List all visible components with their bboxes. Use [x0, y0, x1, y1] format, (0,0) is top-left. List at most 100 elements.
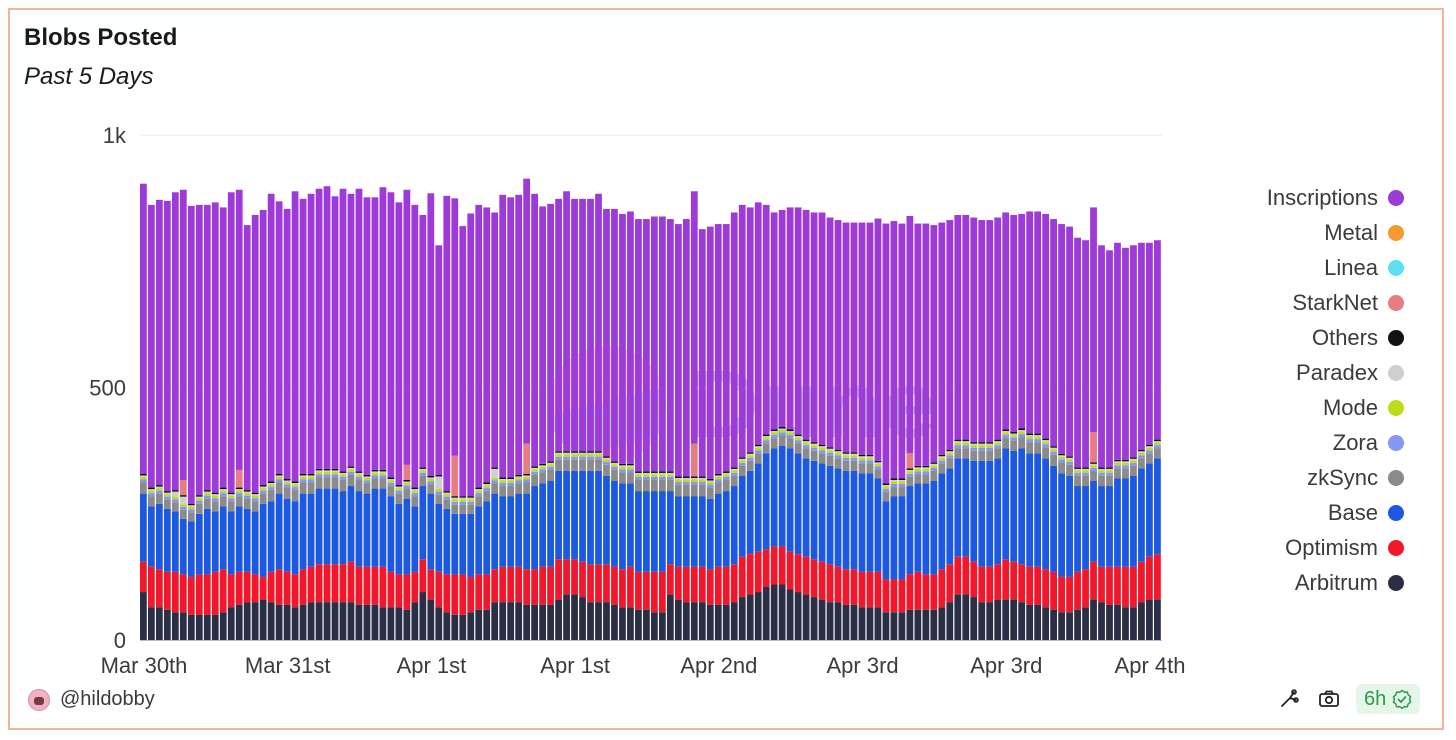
bar-segment-zksync [994, 448, 1002, 459]
legend-item-linea[interactable]: Linea [1180, 250, 1404, 285]
bar-segment-inscriptions [371, 197, 379, 470]
camera-icon[interactable] [1316, 686, 1342, 712]
legend-label: Metal [1324, 219, 1378, 245]
bar-segment-arbitrum [267, 602, 275, 640]
legend-item-starknet[interactable]: StarkNet [1180, 285, 1404, 320]
bar-segment-paradex [435, 476, 443, 490]
bar-segment-paradex [211, 494, 219, 496]
bar-segment-base [778, 445, 786, 547]
bar-segment-others [419, 467, 427, 469]
legend-item-inscriptions[interactable]: Inscriptions [1180, 180, 1404, 215]
bar-segment-zksync [387, 486, 395, 497]
bar-segment-paradex [882, 485, 890, 487]
bar-segment-arbitrum [1034, 604, 1042, 640]
legend-item-zksync[interactable]: zkSync [1180, 460, 1404, 495]
bar-segment-others [603, 456, 610, 458]
bar-segment-others [315, 468, 323, 471]
bar-segment-arbitrum [1114, 604, 1121, 640]
bar-segment-arbitrum [363, 604, 371, 640]
bar-segment-mode [698, 479, 706, 483]
author-attribution[interactable]: @hildobby [28, 688, 155, 711]
bar-segment-others [251, 492, 259, 495]
bar-segment-paradex [666, 472, 674, 475]
bar-segment-inscriptions [315, 188, 323, 469]
bar-segment-arbitrum [954, 594, 962, 640]
bar-segment-inscriptions [978, 220, 986, 443]
bar-segment-arbitrum [738, 597, 746, 640]
bar-segment-paradex [802, 441, 810, 443]
legend-item-zora[interactable]: Zora [1180, 425, 1404, 460]
bar-segment-arbitrum [1130, 607, 1137, 640]
legend-swatch [1388, 399, 1404, 416]
bar-segment-zora [922, 471, 930, 475]
bar-segment-paradex [850, 453, 858, 456]
bar-segment-optimism [331, 564, 339, 603]
bar-segment-zora [1034, 439, 1042, 443]
legend-swatch [1388, 469, 1404, 486]
bar-segment-optimism [611, 566, 618, 605]
bar-segment-arbitrum [882, 612, 890, 640]
bar-segment-optimism [938, 569, 946, 608]
bar-segment-optimism [499, 566, 507, 603]
bar-segment-zksync [643, 479, 650, 492]
bar-segment-others [1090, 462, 1097, 464]
bar-segment-optimism [810, 559, 818, 598]
bar-segment-zora [1018, 434, 1026, 438]
bar-segment-base [946, 468, 954, 565]
bar-segment-zora [658, 476, 666, 480]
bar-segment-zora [635, 476, 642, 480]
bar-segment-zksync [722, 479, 730, 492]
bar-segment-optimism [427, 569, 435, 600]
bar-segment-others [810, 442, 818, 444]
bar-segment-base [730, 486, 738, 565]
bar-segment-optimism [1082, 569, 1089, 608]
fork-icon[interactable] [1276, 686, 1302, 712]
bar-segment-inscriptions [922, 223, 930, 466]
legend-item-base[interactable]: Base [1180, 495, 1404, 530]
bar-segment-zora [459, 501, 467, 505]
bar-segment-zksync [235, 496, 243, 507]
legend-item-metal[interactable]: Metal [1180, 215, 1404, 250]
legend-item-optimism[interactable]: Optimism [1180, 530, 1404, 565]
bar-segment-inscriptions [611, 208, 618, 462]
bar-segment-mode [339, 474, 347, 477]
legend-item-others[interactable]: Others [1180, 320, 1404, 355]
bar-segment-zora [227, 498, 235, 502]
legend-item-mode[interactable]: Mode [1180, 390, 1404, 425]
bar-segment-paradex [1010, 433, 1018, 436]
bar-segment-optimism [403, 574, 411, 610]
legend-item-arbitrum[interactable]: Arbitrum [1180, 565, 1404, 600]
bar-segment-optimism [579, 561, 586, 598]
bar-segment-others [818, 444, 826, 447]
bar-segment-paradex [515, 476, 523, 478]
bar-segment-zora [483, 488, 491, 492]
freshness-badge[interactable]: 6h [1356, 684, 1421, 714]
bar-segment-paradex [419, 468, 427, 471]
bar-segment-paradex [579, 452, 586, 455]
bar-segment-base [187, 521, 195, 577]
bar-segment-paradex [890, 479, 898, 482]
legend-item-paradex[interactable]: Paradex [1180, 355, 1404, 390]
bar-segment-arbitrum [778, 584, 786, 640]
bar-segment-zora [770, 435, 778, 439]
bar-segment-mode [275, 476, 283, 480]
bar-segment-arbitrum [603, 602, 610, 640]
bar-segment-arbitrum [219, 612, 227, 640]
bar-segment-others [507, 477, 515, 479]
bar-segment-inscriptions [682, 219, 690, 477]
bar-segment-base [499, 496, 507, 567]
bar-segment-paradex [275, 475, 283, 477]
bar-segment-mode [1050, 449, 1057, 452]
bar-segment-base [1066, 475, 1073, 577]
bar-segment-inscriptions [930, 225, 938, 463]
bar-segment-mode [387, 480, 395, 484]
bar-segment-base [307, 493, 315, 567]
bar-segment-zksync [698, 485, 706, 497]
legend-label: Linea [1324, 254, 1378, 280]
bar-segment-zksync [611, 469, 618, 481]
author-handle[interactable]: @hildobby [60, 688, 155, 710]
bar-segment-inscriptions [906, 216, 914, 454]
bar-segment-inscriptions [603, 208, 610, 457]
bar-segment-base [666, 491, 674, 565]
bar-segment-zksync [435, 494, 443, 504]
